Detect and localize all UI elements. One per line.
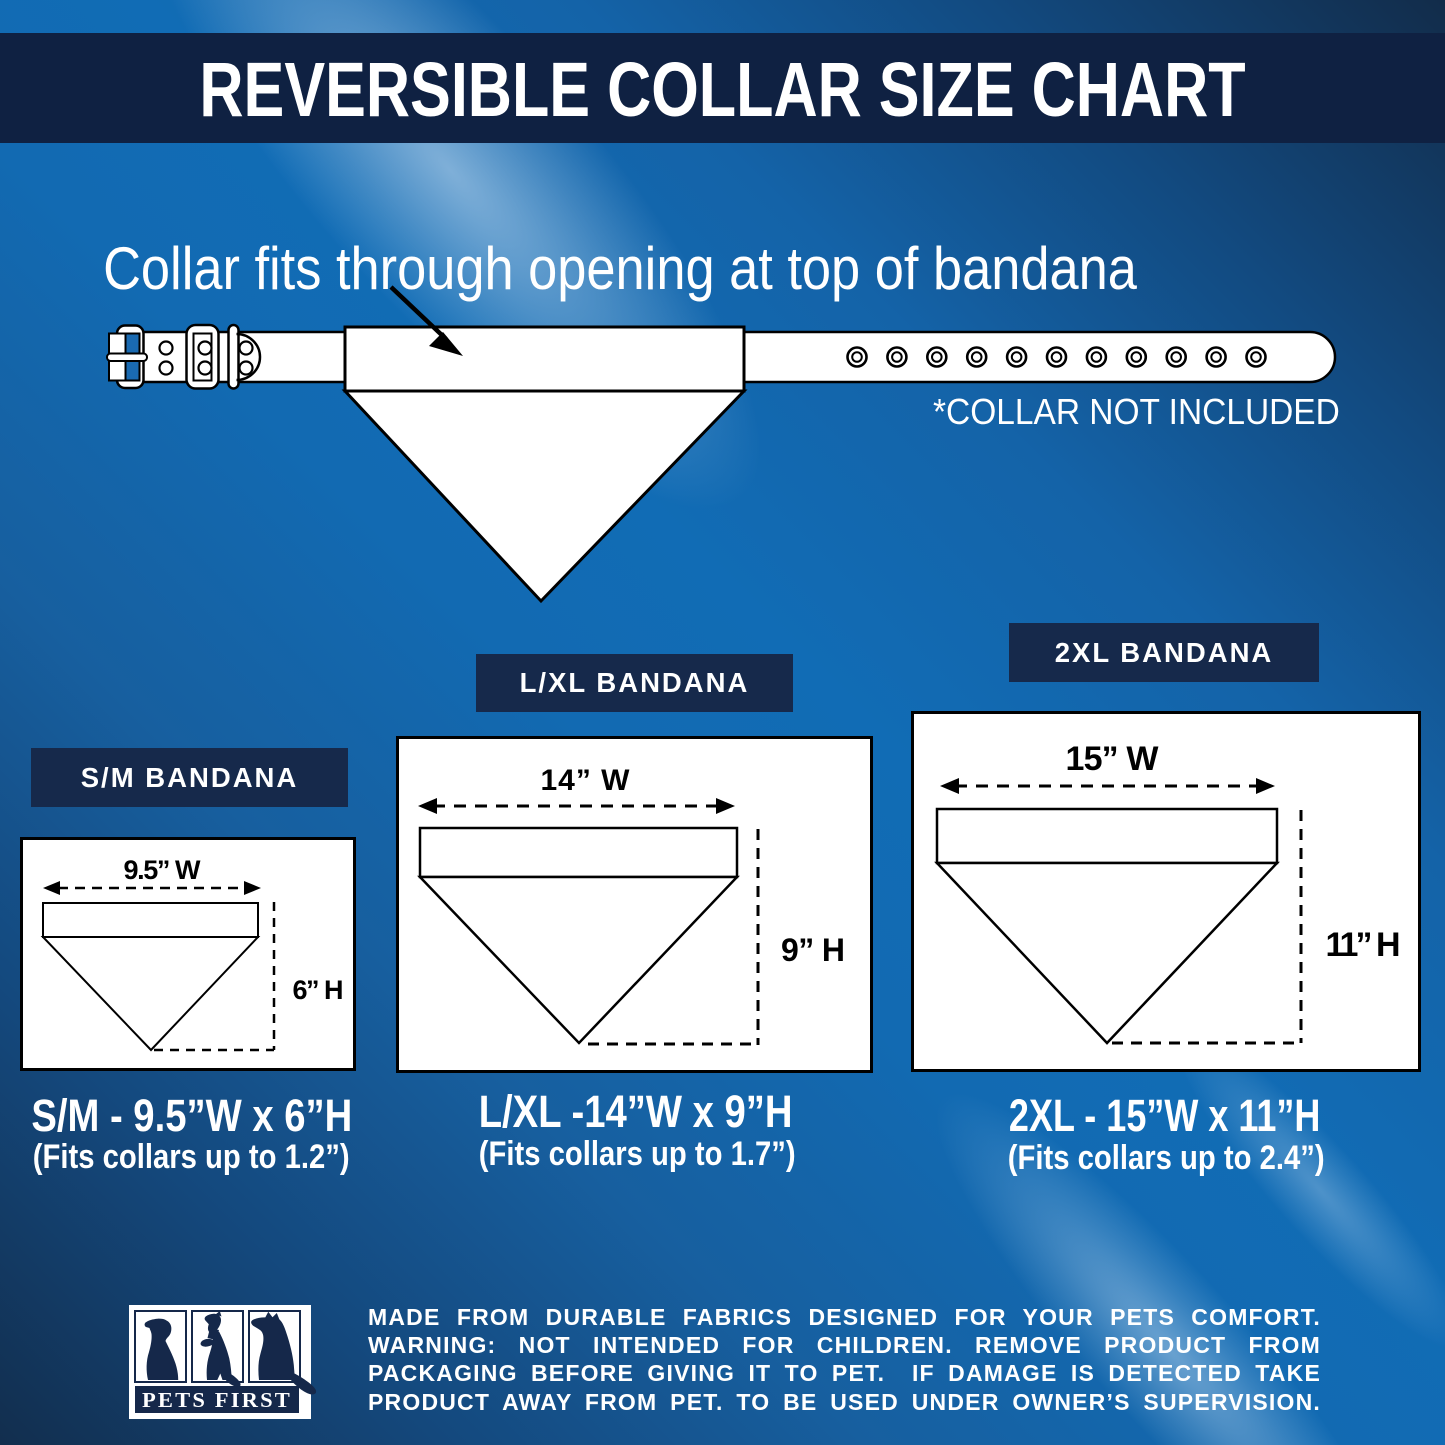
svg-text:PETS FIRST: PETS FIRST <box>142 1388 292 1412</box>
